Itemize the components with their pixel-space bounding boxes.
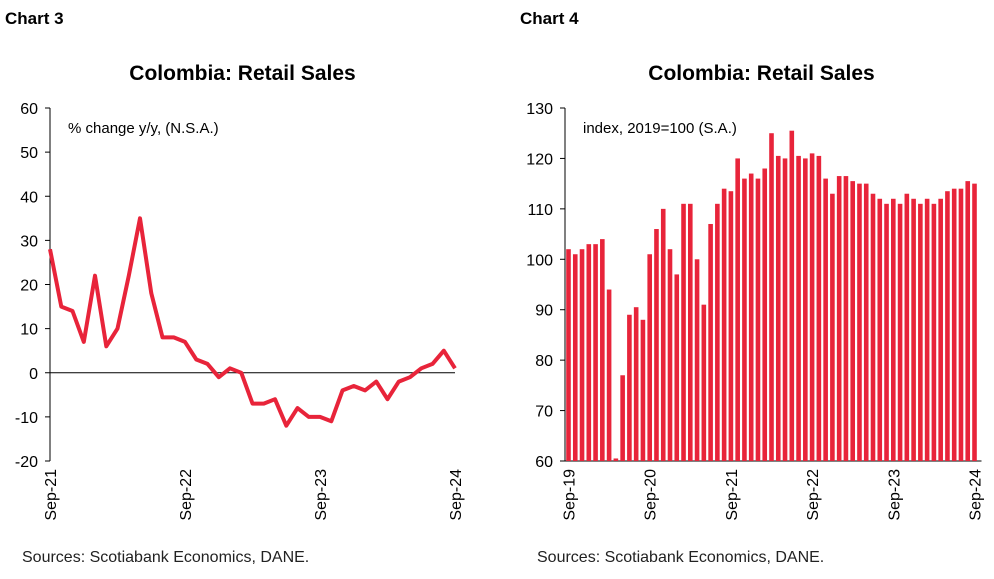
bar: [721, 188, 727, 461]
bar: [972, 183, 977, 461]
x-tick-label: Sep-19: [562, 469, 579, 521]
y-tick-label: 80: [535, 353, 553, 370]
bar: [924, 198, 930, 461]
bar: [945, 191, 950, 461]
bar: [958, 188, 964, 461]
bar: [735, 158, 740, 461]
bar: [857, 183, 862, 461]
bar: [897, 203, 903, 462]
y-tick-label: 60: [535, 454, 553, 471]
bar: [823, 178, 828, 461]
bar: [701, 304, 707, 461]
x-tick-label: Sep-21: [43, 469, 60, 521]
bar: [931, 203, 937, 462]
y-tick-label: 40: [20, 189, 38, 206]
y-tick-label: 70: [535, 404, 553, 421]
bar: [877, 198, 883, 461]
bar: [613, 458, 619, 461]
y-tick-label: 100: [526, 252, 553, 269]
bar: [633, 307, 639, 461]
bar: [694, 259, 700, 461]
bar: [796, 155, 801, 461]
bar: [708, 223, 713, 461]
x-tick-label: Sep-21: [724, 469, 741, 521]
bar: [600, 239, 605, 461]
source: Sources: Scotiabank Economics, DANE.: [22, 549, 309, 566]
bar: [762, 168, 768, 461]
bar: [809, 153, 815, 461]
x-tick-label: Sep-23: [886, 469, 903, 521]
x-tick-label: Sep-23: [313, 469, 330, 521]
bar: [965, 181, 971, 461]
bar: [789, 130, 795, 461]
bar: [620, 375, 625, 461]
y-tick-label: -20: [15, 454, 38, 471]
chart-title: Colombia: Retail Sales: [129, 62, 355, 85]
y-tick-label: 10: [20, 322, 38, 339]
bar: [742, 178, 747, 461]
y-tick-label: 130: [526, 101, 553, 118]
bar: [654, 229, 659, 461]
bar: [904, 193, 910, 461]
y-tick-label: 90: [535, 303, 553, 320]
bar: [830, 193, 835, 461]
bar: [586, 244, 592, 461]
y-tick-label: 30: [20, 233, 38, 250]
bar: [640, 319, 646, 461]
bar: [715, 203, 720, 462]
bar: [803, 158, 808, 461]
bar: [938, 198, 943, 461]
bar: [681, 203, 686, 462]
x-tick-label: Sep-20: [643, 469, 660, 521]
x-tick-label: Sep-24: [968, 469, 985, 521]
bar: [755, 178, 761, 461]
bar: [606, 289, 612, 461]
y-tick-label: 0: [29, 366, 38, 383]
y-tick-label: 20: [20, 278, 38, 295]
bar: [647, 254, 652, 461]
bar: [769, 133, 774, 461]
x-tick-label: Sep-24: [448, 469, 465, 521]
bar: [674, 274, 680, 461]
bar: [850, 181, 855, 461]
bar: [843, 176, 849, 462]
bar: [816, 155, 822, 461]
bar: [782, 158, 788, 461]
x-tick-label: Sep-22: [805, 469, 822, 521]
y-tick-label: 120: [526, 151, 553, 168]
chart-label: Chart 4: [520, 9, 579, 28]
y-tick-label: 50: [20, 145, 38, 162]
bar: [572, 254, 578, 461]
line: [48, 216, 457, 428]
y-tick-label: 60: [20, 101, 38, 118]
y-tick-label: -10: [15, 410, 38, 427]
bar: [728, 191, 734, 461]
y-tick-label: 110: [527, 202, 553, 219]
chart-title: Colombia: Retail Sales: [648, 62, 874, 85]
bar: [660, 208, 666, 461]
source: Sources: Scotiabank Economics, DANE.: [537, 549, 824, 566]
chart-subtitle: % change y/y, (N.S.A.): [68, 120, 219, 137]
chart-label: Chart 3: [5, 9, 64, 28]
bar: [836, 176, 842, 462]
bar: [627, 314, 632, 461]
bar: [870, 193, 876, 461]
x-tick-label: Sep-22: [178, 469, 195, 521]
bar: [884, 203, 889, 462]
bar: [688, 203, 693, 462]
bar: [863, 183, 869, 461]
bar: [566, 249, 571, 461]
bar: [748, 173, 754, 462]
bar: [911, 198, 916, 461]
chart-subtitle: index, 2019=100 (S.A.): [583, 120, 737, 137]
bar: [918, 203, 923, 462]
bar: [579, 249, 585, 461]
bar: [891, 198, 896, 461]
bar: [667, 249, 673, 461]
bar: [775, 155, 781, 461]
bar: [951, 188, 957, 461]
bar: [593, 244, 598, 461]
